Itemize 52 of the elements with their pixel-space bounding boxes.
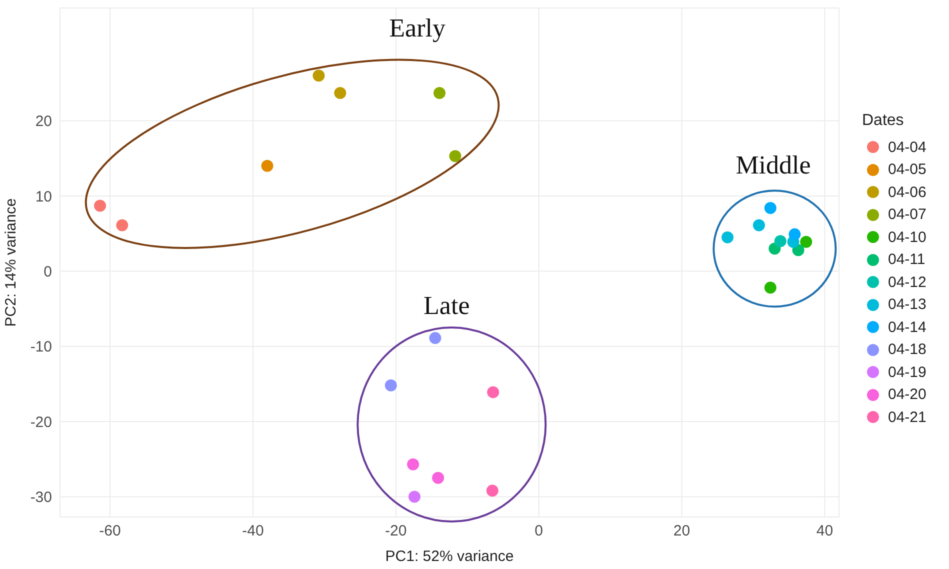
point [312, 70, 325, 82]
point [764, 282, 776, 294]
point [722, 231, 734, 244]
legend-label: 04-06 [888, 184, 926, 201]
legend-label: 04-05 [888, 161, 926, 178]
point [433, 86, 446, 99]
point [429, 332, 442, 344]
point [752, 219, 765, 232]
point [486, 484, 498, 497]
point [94, 200, 106, 212]
y-tick-label: -20 [30, 414, 52, 431]
point [800, 236, 812, 248]
x-tick-label: 0 [534, 522, 544, 540]
point [261, 160, 274, 172]
point [407, 458, 420, 470]
legend-label: 04-10 [888, 228, 926, 246]
point [788, 228, 801, 240]
point [116, 219, 128, 232]
y-tick-label: -30 [30, 489, 52, 506]
legend-label: 04-13 [888, 296, 926, 314]
annotation: Early [389, 14, 446, 43]
legend-title: Dates [862, 112, 905, 130]
point [334, 86, 346, 99]
x-tick-label: -20 [385, 522, 407, 540]
legend-label: 04-20 [888, 386, 926, 404]
point [384, 379, 397, 392]
legend-label: 04-21 [888, 408, 926, 426]
annotation: Late [424, 290, 470, 320]
y-tick-label: 0 [44, 263, 52, 280]
x-tick-label: -40 [242, 522, 264, 540]
x-axis-title: PC1: 52% variance [385, 548, 514, 565]
legend-label: 04-18 [888, 341, 926, 358]
legend-label: 04-19 [888, 364, 926, 381]
point [764, 202, 776, 214]
point [432, 472, 444, 484]
x-tick-label: -60 [99, 522, 121, 540]
point [449, 150, 462, 162]
legend-label: 04-11 [888, 251, 926, 268]
legend-label: 04-14 [888, 318, 926, 336]
point [487, 386, 500, 398]
x-tick-label: 40 [816, 522, 834, 540]
legend-label: 04-04 [888, 138, 926, 156]
legend-label: 04-07 [888, 206, 926, 224]
legend-label: 04-12 [888, 274, 926, 291]
point [774, 235, 786, 248]
y-axis-title: PC2: 14% variance [2, 198, 20, 327]
point [408, 490, 420, 503]
x-tick-label: 20 [673, 522, 690, 540]
annotation: Middle [736, 150, 811, 180]
y-tick-label: -10 [30, 338, 52, 356]
y-tick-label: 20 [35, 113, 52, 130]
y-tick-label: 10 [35, 188, 52, 206]
